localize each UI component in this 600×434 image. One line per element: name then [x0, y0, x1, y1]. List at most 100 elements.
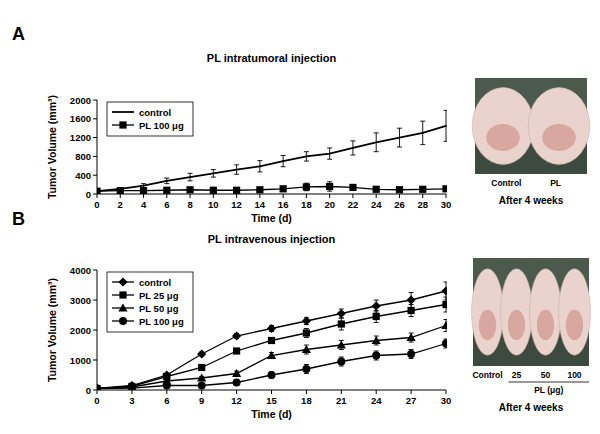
y-tick: [93, 390, 97, 391]
data-point: [396, 186, 403, 193]
photo-label: 100: [567, 370, 581, 380]
x-tick: [306, 390, 307, 394]
data-point: [441, 286, 447, 295]
error-stem: [236, 165, 237, 174]
error-bar: [234, 165, 239, 174]
data-point: [303, 329, 310, 336]
x-tick-label: 12: [231, 199, 242, 210]
error-cap: [304, 161, 309, 162]
data-point: [442, 340, 447, 348]
y-tick: [93, 118, 97, 119]
error-cap: [234, 174, 239, 175]
x-tick-label: 27: [406, 395, 417, 406]
x-tick-label: 0: [94, 395, 99, 406]
x-tick-label: 30: [441, 395, 452, 406]
x-tick: [306, 194, 307, 198]
error-cap: [339, 318, 344, 319]
tumor: [486, 124, 520, 151]
legend: controlPL 100 μg: [107, 102, 193, 136]
y-tick-label: 3000: [70, 295, 91, 306]
data-point: [256, 186, 263, 193]
error-cap: [374, 345, 379, 346]
data-point: [407, 350, 415, 358]
data-point: [337, 340, 346, 348]
photo-caption: After 4 weeks: [499, 402, 564, 413]
tumor: [479, 310, 496, 340]
data-point: [280, 185, 287, 192]
data-point: [97, 385, 101, 391]
y-tick: [93, 270, 97, 271]
photo-label: Control: [491, 178, 521, 188]
error-bar: [257, 161, 262, 172]
data-point: [259, 165, 261, 167]
error-cap: [164, 183, 169, 184]
x-tick-label: 0: [94, 199, 99, 210]
data-point: [372, 352, 380, 360]
data-point: [210, 187, 217, 194]
error-cap: [211, 177, 216, 178]
data-point: [268, 337, 275, 344]
error-cap: [444, 312, 448, 313]
data-point: [407, 295, 416, 304]
legend-label: PL 100 μg: [139, 120, 184, 131]
error-stem: [259, 161, 260, 172]
data-point: [163, 382, 171, 390]
error-stem: [166, 178, 167, 184]
y-axis-label: Tumor Volume (mm³): [46, 95, 58, 199]
y-tick-label: 0: [86, 189, 91, 200]
x-tick-label: 9: [199, 395, 204, 406]
error-stem: [213, 170, 214, 178]
series-line: [97, 344, 446, 389]
error-cap: [327, 159, 332, 160]
error-cap: [327, 191, 332, 192]
error-cap: [374, 310, 379, 311]
x-tick: [166, 390, 167, 394]
legend-line: [112, 111, 134, 113]
error-bar: [211, 170, 216, 178]
group-bracket: [509, 382, 590, 383]
tumor: [542, 124, 576, 151]
data-point: [198, 364, 205, 371]
series-line: [97, 305, 446, 389]
error-bar: [350, 141, 355, 155]
x-tick: [97, 390, 98, 394]
error-bar: [327, 148, 332, 159]
data-point: [445, 125, 447, 127]
x-tick-label: 20: [324, 199, 335, 210]
error-bar: [397, 128, 402, 147]
data-point: [186, 186, 193, 193]
error-cap: [327, 181, 332, 182]
y-tick: [93, 194, 97, 195]
error-cap: [164, 178, 169, 179]
data-point: [128, 384, 136, 390]
legend-label: PL 25 μg: [139, 290, 179, 301]
error-stem: [190, 173, 191, 181]
x-tick-label: 4: [141, 199, 147, 210]
data-point: [97, 384, 102, 390]
data-point: [236, 169, 238, 171]
x-tick: [283, 194, 284, 198]
error-stem: [329, 148, 330, 159]
x-tick: [166, 194, 167, 198]
y-tick-label: 1600: [70, 113, 91, 124]
y-tick-label: 400: [75, 170, 91, 181]
data-point: [267, 351, 276, 359]
x-axis: [97, 194, 446, 195]
mouse: [559, 269, 591, 355]
error-cap: [339, 357, 344, 358]
x-tick: [190, 194, 191, 198]
data-point: [326, 183, 333, 190]
panel-label: B: [12, 209, 25, 229]
error-stem: [283, 155, 284, 166]
error-cap: [304, 364, 309, 365]
error-cap: [304, 373, 309, 374]
error-cap: [350, 154, 355, 155]
data-point: [372, 336, 381, 344]
data-point: [189, 176, 191, 178]
error-cap: [444, 319, 448, 320]
data-point: [166, 180, 168, 182]
error-cap: [304, 151, 309, 152]
x-tick-label: 16: [278, 199, 289, 210]
data-point: [233, 187, 240, 194]
series-line: [97, 326, 446, 389]
